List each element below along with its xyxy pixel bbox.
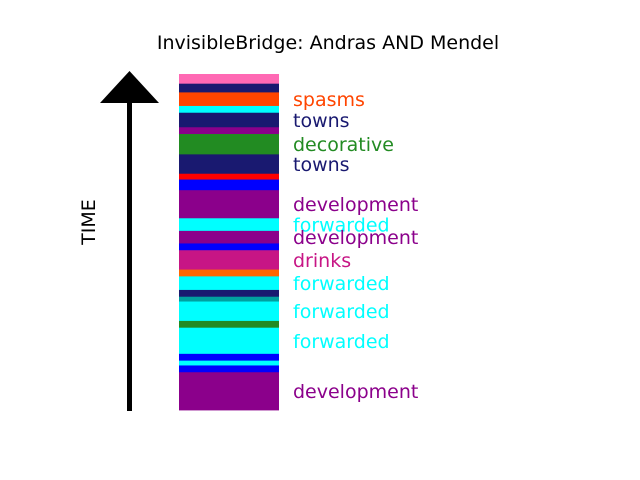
- y-axis-label: TIME: [78, 199, 100, 246]
- timeline-segment: [179, 112, 279, 128]
- timeline-segment: [179, 276, 279, 291]
- timeline-segment: [179, 74, 279, 85]
- segment-label: development: [293, 381, 418, 403]
- timeline-segment: [179, 289, 279, 298]
- segment-label: development: [293, 194, 418, 216]
- segment-label: forwarded: [293, 331, 390, 353]
- timeline-segment: [179, 327, 279, 355]
- timeline-segment: [179, 372, 279, 411]
- timeline-segment: [179, 179, 279, 191]
- timeline-segment: [179, 269, 279, 277]
- timeline-segment: [179, 365, 279, 373]
- time-arrow: [100, 71, 159, 411]
- timeline-segment: [179, 360, 279, 366]
- timeline-segment: [179, 190, 279, 219]
- segment-label: decorative: [293, 134, 394, 156]
- segment-label: forwarded: [293, 301, 390, 323]
- timeline-segment: [179, 301, 279, 322]
- segment-label: drinks: [293, 250, 351, 272]
- timeline-segment: [179, 173, 279, 180]
- segment-labels: spasmstownsdecorativetownsdevelopmentfor…: [293, 89, 418, 403]
- segment-label: towns: [293, 154, 350, 176]
- timeline-segment: [179, 320, 279, 329]
- timeline-segment: [179, 230, 279, 244]
- segment-label: forwarded: [293, 215, 390, 237]
- timeline-segment: [179, 250, 279, 270]
- timeline-segment: [179, 154, 279, 175]
- timeline-segment: [179, 243, 279, 251]
- timeline-segment: [179, 105, 279, 114]
- timeline-segment: [179, 134, 279, 155]
- timeline-segment: [179, 92, 279, 107]
- segment-label: development: [293, 227, 418, 249]
- timeline-segment: [179, 218, 279, 232]
- timeline-segment: [179, 127, 279, 135]
- segment-label: spasms: [293, 89, 365, 111]
- timeline-segment: [179, 83, 279, 93]
- timeline-segment: [179, 353, 279, 362]
- segment-label: towns: [293, 110, 350, 132]
- timeline-segment: [179, 296, 279, 302]
- time-arrow-head: [100, 71, 159, 103]
- timeline-bar: [179, 74, 279, 411]
- chart-title: InvisibleBridge: Andras AND Mendel: [157, 32, 499, 54]
- segment-label: forwarded: [293, 273, 390, 295]
